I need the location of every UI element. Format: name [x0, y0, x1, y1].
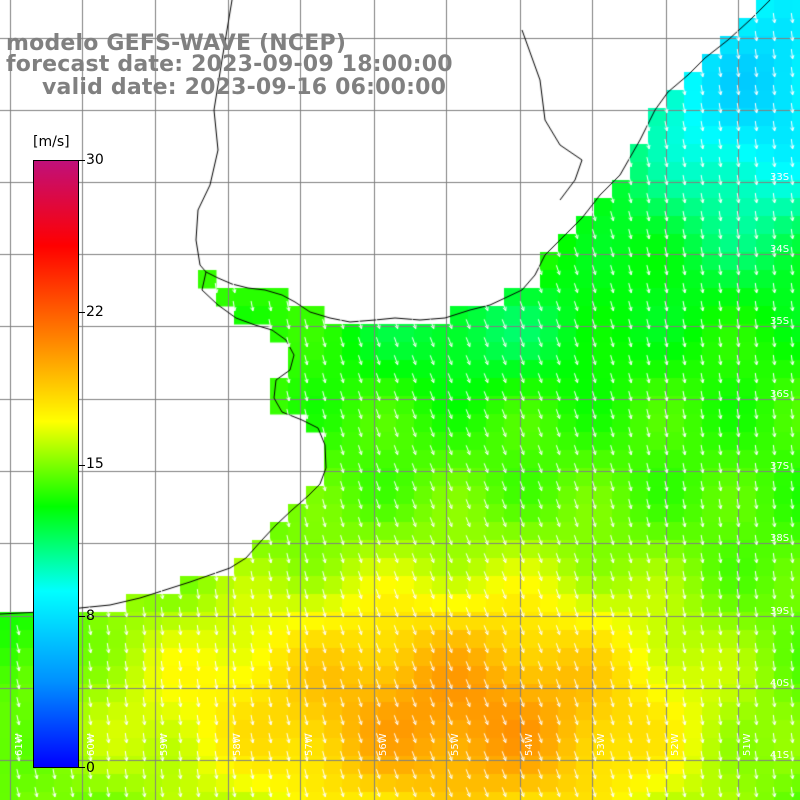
longitude-label: 60W	[86, 733, 97, 756]
colorbar	[33, 160, 79, 768]
longitude-label: 54W	[524, 733, 535, 756]
latitude-label: 38S	[770, 533, 789, 544]
latitude-label: 34S	[770, 244, 789, 255]
longitude-label: 51W	[742, 733, 753, 756]
latitude-label: 33S	[770, 172, 789, 183]
latitude-label: 41S	[770, 750, 789, 761]
longitude-label: 55W	[450, 733, 461, 756]
colorbar-tick-label: 22	[86, 304, 104, 320]
latitude-label: 35S	[770, 316, 789, 327]
longitude-label: 61W	[14, 733, 25, 756]
colorbar-tick-mark	[79, 312, 85, 313]
colorbar-unit-label: [m/s]	[33, 134, 70, 150]
colorbar-tick-mark	[79, 465, 85, 466]
latitude-label: 37S	[770, 461, 789, 472]
longitude-label: 53W	[596, 733, 607, 756]
colorbar-tick-mark	[79, 616, 85, 617]
colorbar-tick-label: 8	[86, 608, 95, 624]
colorbar-tick-label: 15	[86, 456, 104, 472]
colorbar-tick-label: 30	[86, 152, 104, 168]
model-title: modelo GEFS-WAVE (NCEP)	[6, 31, 347, 56]
longitude-label: 59W	[159, 733, 170, 756]
colorbar-tick-mark	[79, 160, 85, 161]
latitude-label: 39S	[770, 606, 789, 617]
colorbar-tick-mark	[79, 767, 85, 768]
valid-date-title: valid date: 2023-09-16 06:00:00	[42, 75, 447, 100]
latitude-label: 40S	[770, 678, 789, 689]
colorbar-tick-label: 0	[86, 760, 95, 776]
latitude-label: 36S	[770, 389, 789, 400]
longitude-label: 52W	[670, 733, 681, 756]
longitude-label: 56W	[378, 733, 389, 756]
longitude-label: 57W	[304, 733, 315, 756]
forecast-date-title: forecast date: 2023-09-09 18:00:00	[6, 52, 453, 77]
longitude-label: 58W	[232, 733, 243, 756]
